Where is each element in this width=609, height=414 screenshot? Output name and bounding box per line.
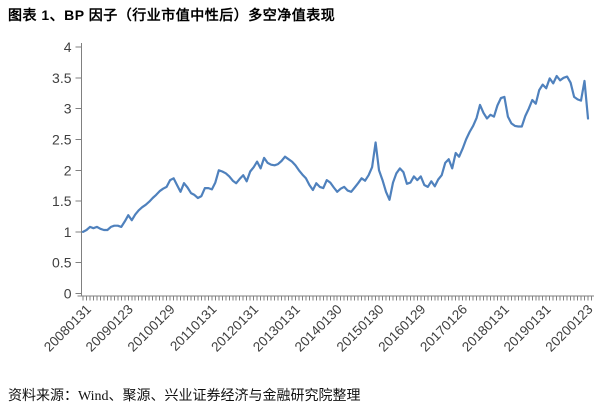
y-tick-label: 1.5 bbox=[52, 193, 72, 209]
y-tick-label: 4 bbox=[64, 39, 72, 55]
y-tick-label: 2 bbox=[64, 162, 72, 178]
y-tick-label: 1 bbox=[64, 224, 72, 240]
chart-title: 图表 1、BP 因子（行业市值中性后）多空净值表现 bbox=[8, 7, 336, 23]
y-tick-label: 3.5 bbox=[52, 70, 72, 86]
y-tick-label: 3 bbox=[64, 101, 72, 117]
source-note: 资料来源：Wind、聚源、兴业证券经济与金融研究院整理 bbox=[8, 389, 361, 404]
net-value-series-line bbox=[81, 74, 590, 233]
y-tick-label: 0 bbox=[64, 286, 72, 302]
y-tick-label: 2.5 bbox=[52, 131, 72, 147]
y-tick-label: 0.5 bbox=[52, 255, 72, 271]
